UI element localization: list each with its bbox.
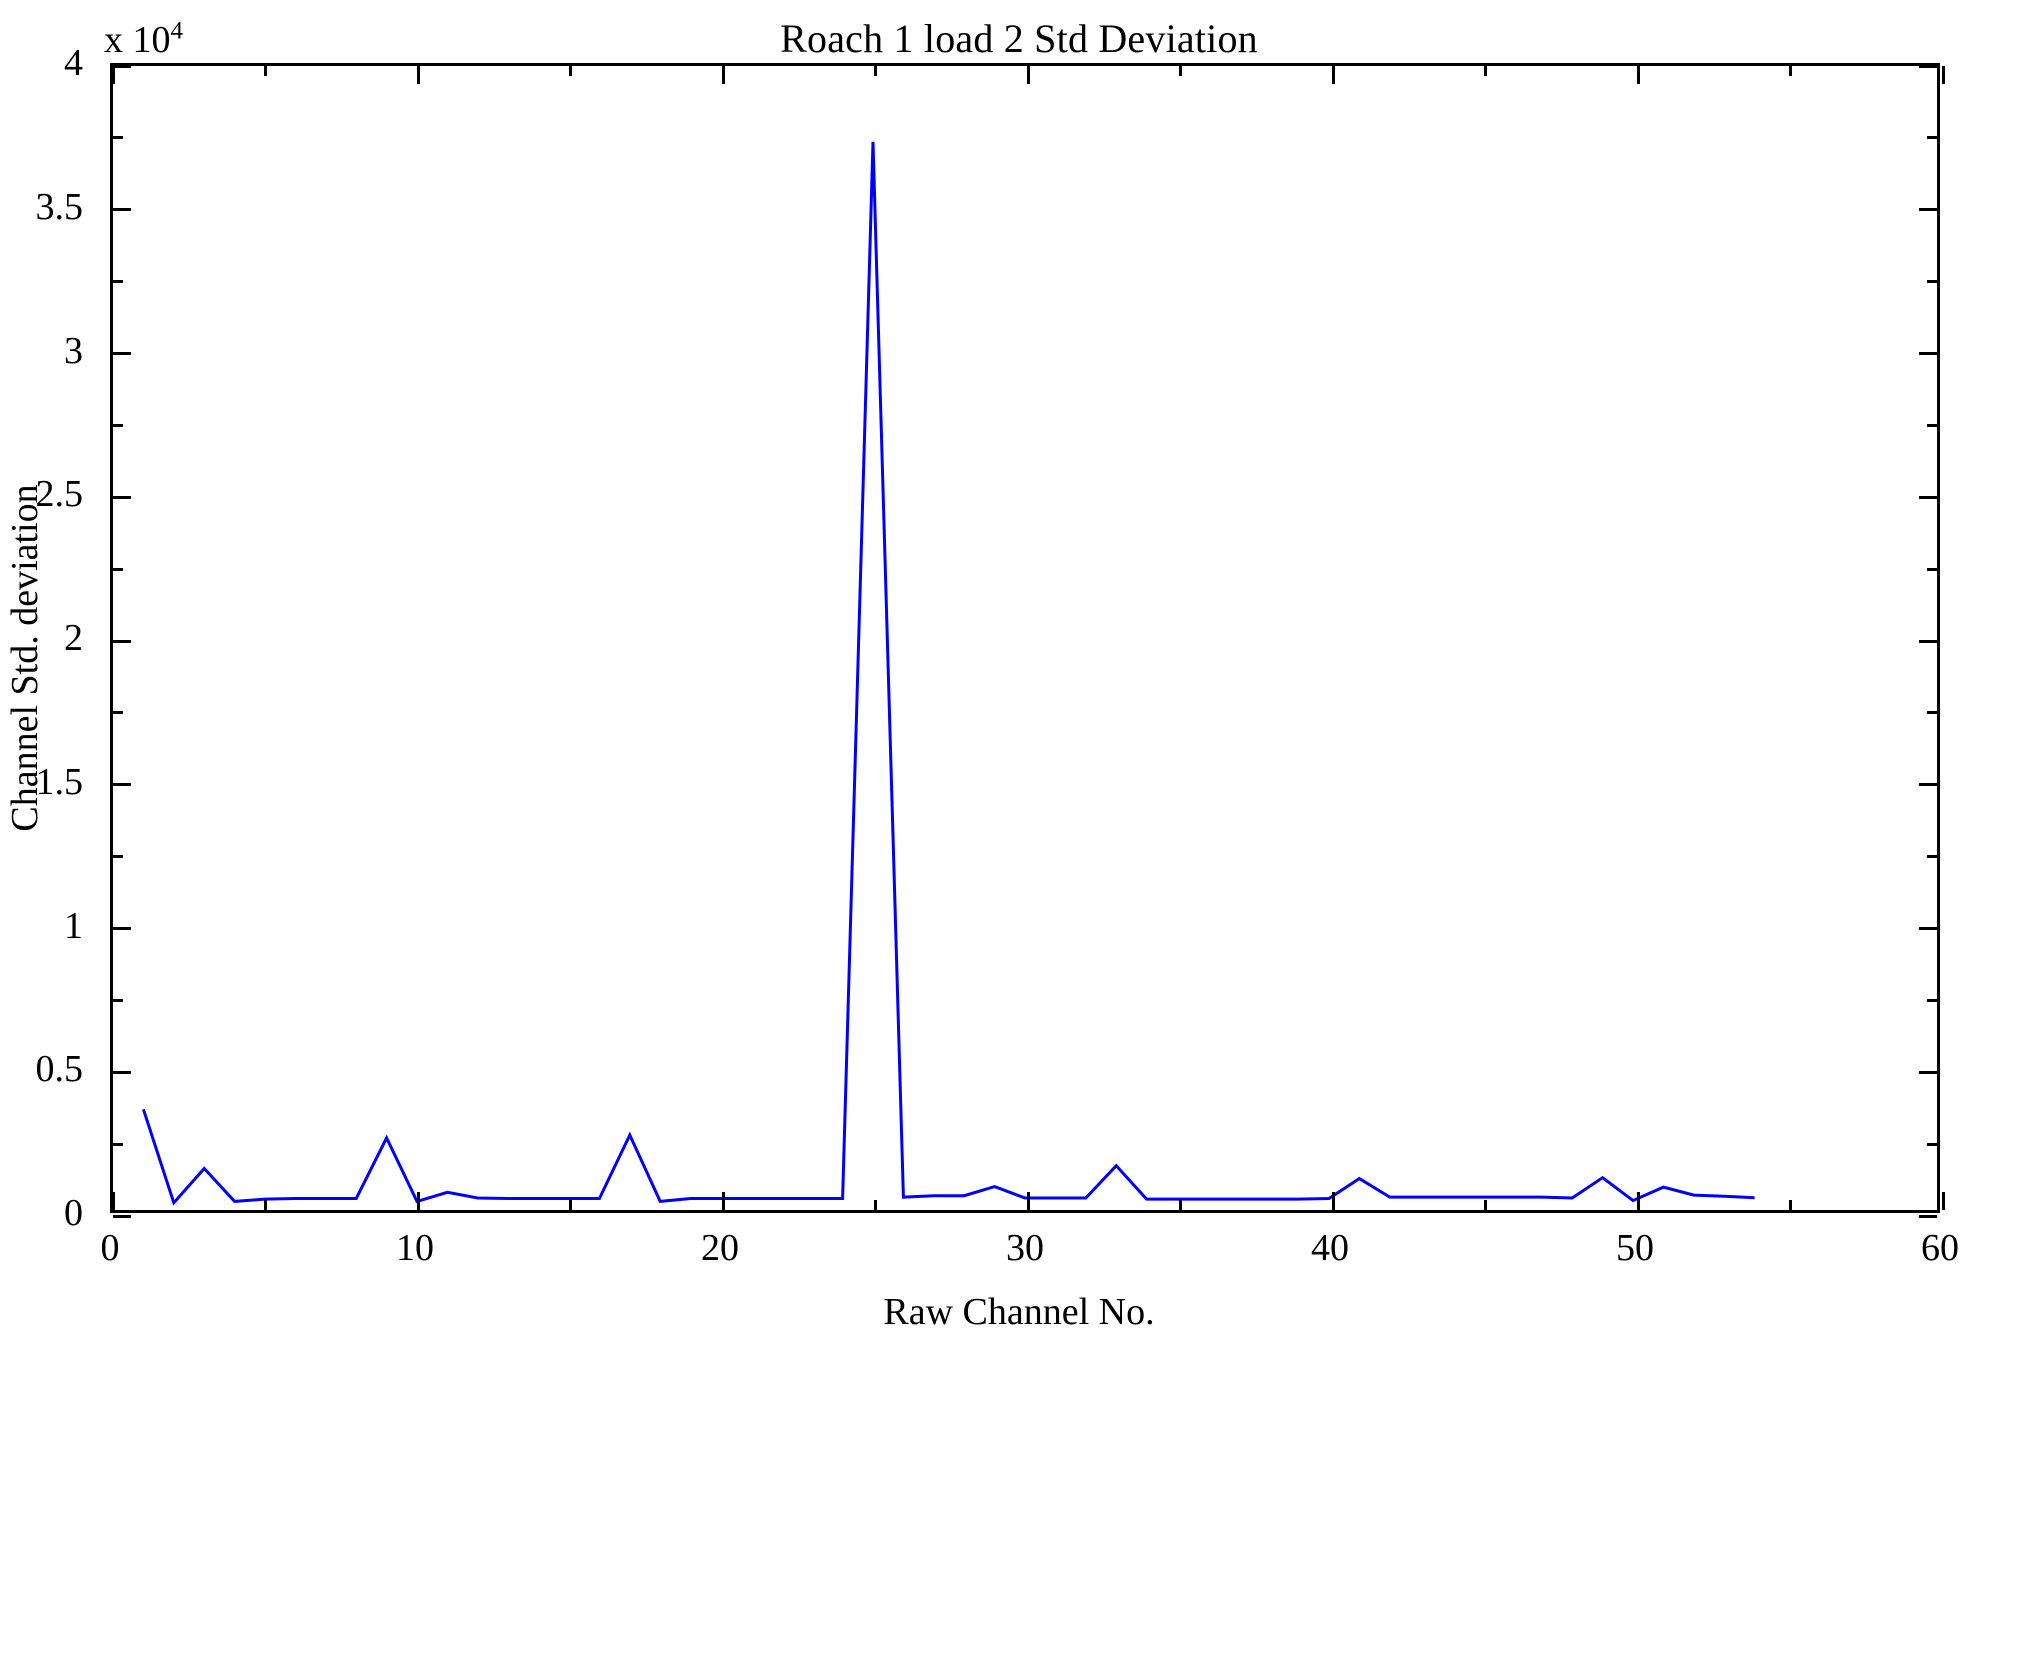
y-axis-title: Channel Std. deviation	[4, 484, 46, 832]
y-axis-tick	[113, 927, 131, 930]
page-title: Roach 1 load 2 Std Deviation	[780, 16, 1258, 61]
y-axis-tick	[1919, 64, 1937, 68]
y-axis-minor-tick	[1927, 280, 1937, 284]
x-axis-minor-tick	[264, 66, 267, 76]
x-axis-tick-label: 20	[701, 1227, 739, 1269]
x-axis-tick-label: 10	[396, 1227, 434, 1269]
x-axis-tick-label: 30	[1006, 1227, 1044, 1269]
x-axis-minor-tick	[1179, 66, 1182, 76]
y-axis-tick	[1919, 208, 1937, 212]
x-axis-tick	[1026, 1192, 1030, 1210]
y-axis-tick-label: 4	[64, 42, 83, 84]
x-axis-tick-label: 50	[1616, 1227, 1654, 1269]
y-axis-minor-tick	[1927, 567, 1937, 571]
x-axis-minor-tick	[1789, 1200, 1792, 1210]
y-axis-tick-label: 0	[64, 1192, 83, 1234]
y-axis-minor-tick	[113, 855, 123, 859]
x-axis-minor-tick	[1179, 1200, 1182, 1210]
y-axis-tick-label: 3.5	[35, 185, 84, 228]
y-axis-tick-label: 0.5	[35, 1048, 84, 1091]
y-axis-minor-tick	[1927, 998, 1937, 1002]
plot-area	[110, 63, 1945, 1218]
y-axis-exponent-label: x 104	[104, 18, 183, 62]
y-axis-tick	[113, 495, 131, 499]
y-axis-minor-tick	[113, 1142, 123, 1146]
y-axis-tick	[113, 783, 131, 787]
x-axis-minor-tick	[874, 1200, 877, 1210]
y-axis-tick	[1919, 1070, 1937, 1074]
x-axis-tick	[1636, 66, 1640, 84]
y-axis-tick-label: 1.5	[35, 760, 84, 803]
x-axis-tick	[416, 1192, 420, 1210]
x-axis-tick	[1636, 1192, 1640, 1210]
x-axis-tick-label: 0	[100, 1227, 120, 1269]
y-axis-tick-label: 2.5	[35, 473, 84, 516]
x-axis-minor-tick	[1484, 66, 1487, 76]
x-axis-minor-tick	[569, 1200, 572, 1210]
y-axis-tick	[113, 64, 131, 68]
x-axis-tick	[1941, 66, 1945, 84]
data-series-line	[143, 142, 1754, 1203]
x-axis-title: Raw Channel No.	[883, 1291, 1155, 1333]
y-axis-minor-tick	[113, 711, 123, 715]
y-axis-minor-tick	[113, 423, 123, 427]
x-axis-tick-label: 60	[1921, 1227, 1959, 1269]
data-plot-svg	[113, 66, 1937, 1210]
y-axis-tick	[1919, 352, 1937, 355]
y-axis-tick-label: 1	[64, 904, 83, 947]
y-axis-minor-tick	[113, 567, 123, 571]
y-axis-tick	[1919, 927, 1937, 930]
x-axis-minor-tick	[264, 1200, 267, 1210]
x-axis-minor-tick	[569, 66, 572, 76]
y-axis-tick	[1919, 495, 1937, 499]
y-axis-tick	[1919, 783, 1937, 787]
y-axis-tick	[113, 639, 131, 643]
y-axis-tick	[113, 352, 131, 355]
x-axis-tick	[1026, 66, 1030, 84]
y-axis-minor-tick	[1927, 855, 1937, 859]
y-axis-minor-tick	[1927, 711, 1937, 715]
x-axis-minor-tick	[874, 66, 877, 76]
y-axis-tick	[113, 1070, 131, 1074]
y-axis-tick-label: 3	[64, 329, 83, 372]
x-axis-minor-tick	[1484, 1200, 1487, 1210]
y-axis-minor-tick	[113, 998, 123, 1002]
y-axis-tick	[113, 1214, 131, 1218]
x-axis-tick	[416, 66, 420, 84]
x-axis-tick	[111, 66, 115, 84]
x-axis-tick-label: 40	[1311, 1227, 1349, 1269]
y-axis-tick	[1919, 639, 1937, 643]
y-axis-tick-label: 2	[64, 617, 83, 659]
x-axis-tick	[721, 1192, 725, 1210]
x-axis-minor-tick	[1789, 66, 1792, 76]
y-axis-minor-tick	[113, 136, 123, 140]
y-axis-tick	[1919, 1214, 1937, 1218]
y-axis-minor-tick	[113, 280, 123, 284]
x-axis-tick	[1331, 66, 1335, 84]
y-axis-minor-tick	[1927, 1142, 1937, 1146]
y-axis-minor-tick	[1927, 136, 1937, 140]
y-axis-exponent-mantissa: x 10	[104, 19, 171, 61]
y-axis-exponent-power: 4	[170, 17, 184, 45]
y-axis-tick	[113, 208, 131, 212]
x-axis-tick	[1331, 1192, 1335, 1210]
y-axis-minor-tick	[1927, 423, 1937, 427]
x-axis-tick	[721, 66, 725, 84]
x-axis-tick	[111, 1192, 115, 1210]
x-axis-tick	[1941, 1192, 1945, 1210]
